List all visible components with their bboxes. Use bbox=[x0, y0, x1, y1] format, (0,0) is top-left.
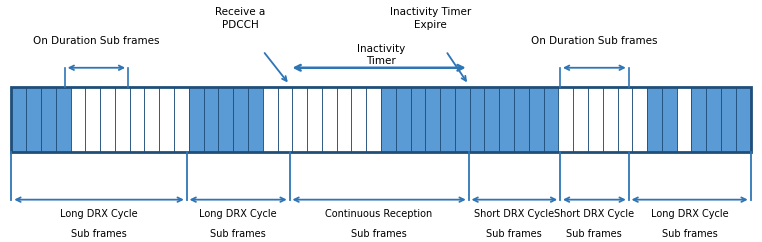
Bar bbox=[337, 87, 351, 152]
Bar bbox=[411, 87, 425, 152]
Text: Long DRX Cycle: Long DRX Cycle bbox=[200, 209, 277, 219]
Bar bbox=[85, 87, 100, 152]
Text: Sub frames: Sub frames bbox=[351, 229, 407, 239]
Bar bbox=[367, 87, 381, 152]
Text: Short DRX Cycle: Short DRX Cycle bbox=[554, 209, 635, 219]
Bar bbox=[11, 87, 751, 152]
Bar bbox=[189, 87, 203, 152]
Bar bbox=[351, 87, 367, 152]
Bar bbox=[159, 87, 174, 152]
Bar bbox=[381, 87, 395, 152]
Bar bbox=[71, 87, 85, 152]
Bar bbox=[559, 87, 573, 152]
Bar bbox=[293, 87, 307, 152]
Text: Continuous Reception: Continuous Reception bbox=[325, 209, 433, 219]
Bar bbox=[440, 87, 455, 152]
Bar bbox=[647, 87, 662, 152]
Bar bbox=[543, 87, 559, 152]
Text: Sub frames: Sub frames bbox=[210, 229, 266, 239]
Bar bbox=[115, 87, 130, 152]
Bar bbox=[233, 87, 248, 152]
Text: Receive a
PDCCH: Receive a PDCCH bbox=[215, 7, 265, 30]
Bar bbox=[514, 87, 529, 152]
Bar bbox=[425, 87, 440, 152]
Bar bbox=[100, 87, 115, 152]
Bar bbox=[499, 87, 514, 152]
Bar bbox=[395, 87, 411, 152]
Bar bbox=[691, 87, 706, 152]
Bar bbox=[736, 87, 751, 152]
Text: On Duration Sub frames: On Duration Sub frames bbox=[531, 36, 658, 46]
Text: Inactivity Timer
Expire: Inactivity Timer Expire bbox=[390, 7, 471, 30]
Text: Sub frames: Sub frames bbox=[486, 229, 543, 239]
Bar bbox=[248, 87, 263, 152]
Text: Short DRX Cycle: Short DRX Cycle bbox=[474, 209, 555, 219]
Bar bbox=[130, 87, 145, 152]
Bar bbox=[219, 87, 233, 152]
Bar bbox=[11, 87, 26, 152]
Bar bbox=[677, 87, 691, 152]
Bar bbox=[56, 87, 71, 152]
Bar bbox=[174, 87, 189, 152]
Bar bbox=[26, 87, 41, 152]
Text: Sub frames: Sub frames bbox=[71, 229, 127, 239]
Bar bbox=[632, 87, 647, 152]
Bar bbox=[662, 87, 677, 152]
Text: Sub frames: Sub frames bbox=[661, 229, 718, 239]
Bar bbox=[145, 87, 159, 152]
Text: Inactivity
Timer: Inactivity Timer bbox=[357, 44, 405, 66]
Bar bbox=[485, 87, 499, 152]
Bar bbox=[529, 87, 543, 152]
Bar bbox=[41, 87, 56, 152]
Bar bbox=[469, 87, 485, 152]
Bar bbox=[573, 87, 588, 152]
Bar bbox=[203, 87, 219, 152]
Bar bbox=[455, 87, 469, 152]
Text: Sub frames: Sub frames bbox=[566, 229, 623, 239]
Text: Long DRX Cycle: Long DRX Cycle bbox=[60, 209, 138, 219]
Bar bbox=[588, 87, 603, 152]
Text: On Duration Sub frames: On Duration Sub frames bbox=[33, 36, 160, 46]
Bar bbox=[277, 87, 293, 152]
Bar bbox=[603, 87, 617, 152]
Bar bbox=[721, 87, 736, 152]
Bar bbox=[706, 87, 721, 152]
Text: Long DRX Cycle: Long DRX Cycle bbox=[651, 209, 728, 219]
Bar bbox=[322, 87, 337, 152]
Bar bbox=[617, 87, 632, 152]
Bar bbox=[263, 87, 277, 152]
Bar bbox=[307, 87, 322, 152]
